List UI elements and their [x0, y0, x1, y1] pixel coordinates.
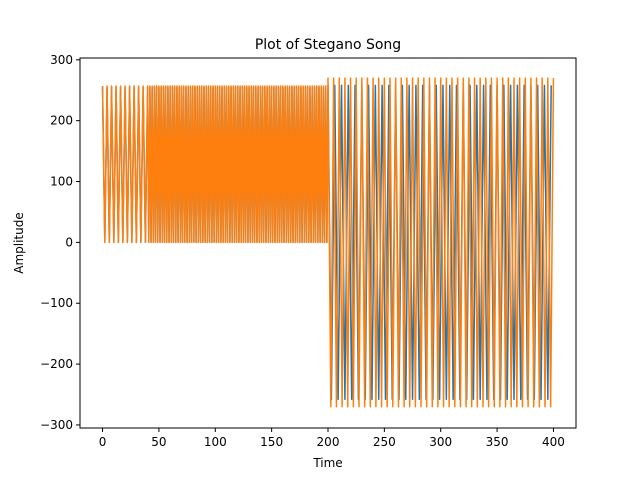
x-tick-label: 400 — [542, 435, 565, 449]
x-tick-label: 300 — [429, 435, 452, 449]
y-tick-label: 300 — [50, 53, 73, 67]
x-tick-label: 50 — [151, 435, 166, 449]
x-tick-label: 200 — [317, 435, 340, 449]
x-tick-label: 100 — [204, 435, 227, 449]
y-axis-label: Amplitude — [12, 212, 26, 274]
x-tick-label: 250 — [373, 435, 396, 449]
y-tick-label: 0 — [65, 235, 73, 249]
y-tick-label: 100 — [50, 175, 73, 189]
y-tick-label: −100 — [40, 296, 73, 310]
plot-area — [101, 77, 555, 408]
x-tick-label: 350 — [486, 435, 509, 449]
y-axis: −300 −200 −100 0 100 200 300 — [40, 53, 80, 432]
x-tick-label: 150 — [260, 435, 283, 449]
chart-title: Plot of Stegano Song — [255, 37, 401, 53]
y-tick-label: −200 — [40, 357, 73, 371]
series-line-2 — [101, 77, 555, 408]
x-axis: 0 50 100 150 200 250 300 350 400 — [99, 428, 565, 449]
y-tick-label: −300 — [40, 418, 73, 432]
x-axis-label: Time — [312, 456, 342, 470]
x-tick-label: 0 — [99, 435, 107, 449]
y-tick-label: 200 — [50, 114, 73, 128]
